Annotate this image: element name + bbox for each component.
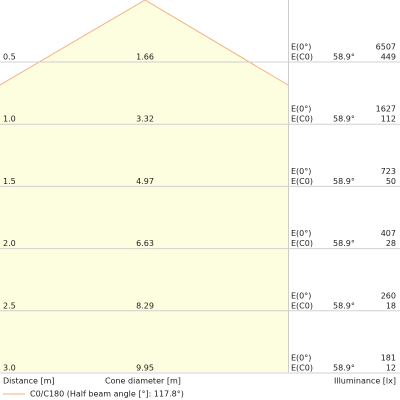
ec0-value: 449 <box>381 53 396 62</box>
ec0-label: E(C0) <box>291 177 313 186</box>
distance: 2.0 <box>3 239 16 248</box>
e0-value: 1627 <box>376 105 396 114</box>
ec0-value: 50 <box>386 177 396 186</box>
ec0-value: 112 <box>381 115 396 124</box>
angle: 58.9° <box>333 364 355 373</box>
e0-label: E(0°) <box>291 229 311 238</box>
ec0-label: E(C0) <box>291 301 313 310</box>
e0-value: 260 <box>381 291 396 300</box>
diameter: 4.97 <box>136 177 154 186</box>
ec0-value: 18 <box>386 301 396 310</box>
footer-distance: Distance [m] <box>3 377 55 386</box>
angle: 58.9° <box>333 115 355 124</box>
ec0-value: 12 <box>386 364 396 373</box>
e0-label: E(0°) <box>291 105 311 114</box>
ec0-label: E(C0) <box>291 115 313 124</box>
e0-label: E(0°) <box>291 167 311 176</box>
distance: 1.5 <box>3 177 16 186</box>
ec0-value: 28 <box>386 239 396 248</box>
e0-value: 723 <box>381 167 396 176</box>
angle: 58.9° <box>333 301 355 310</box>
diameter: 1.66 <box>136 53 154 62</box>
e0-value: 181 <box>381 354 396 363</box>
distance: 0.5 <box>3 53 16 62</box>
e0-value: 407 <box>381 229 396 238</box>
ec0-label: E(C0) <box>291 239 313 248</box>
e0-label: E(0°) <box>291 43 311 52</box>
footer-illuminance: Illuminance [lx] <box>334 377 396 386</box>
diameter: 9.95 <box>136 364 154 373</box>
angle: 58.9° <box>333 53 355 62</box>
e0-label: E(0°) <box>291 354 311 363</box>
diameter: 6.63 <box>136 239 154 248</box>
footer-diameter: Cone diameter [m] <box>105 377 181 386</box>
angle: 58.9° <box>333 239 355 248</box>
diameter: 3.32 <box>136 115 154 124</box>
ec0-label: E(C0) <box>291 53 313 62</box>
diameter: 8.29 <box>136 301 154 310</box>
e0-value: 6507 <box>376 43 396 52</box>
cone-edge <box>0 0 289 86</box>
angle: 58.9° <box>333 177 355 186</box>
distance: 2.5 <box>3 301 16 310</box>
distance: 1.0 <box>3 115 16 124</box>
distance: 3.0 <box>3 364 16 373</box>
legend-label: C0/C180 (Half beam angle [°]: 117.8°) <box>30 390 184 399</box>
e0-label: E(0°) <box>291 291 311 300</box>
ec0-label: E(C0) <box>291 364 313 373</box>
